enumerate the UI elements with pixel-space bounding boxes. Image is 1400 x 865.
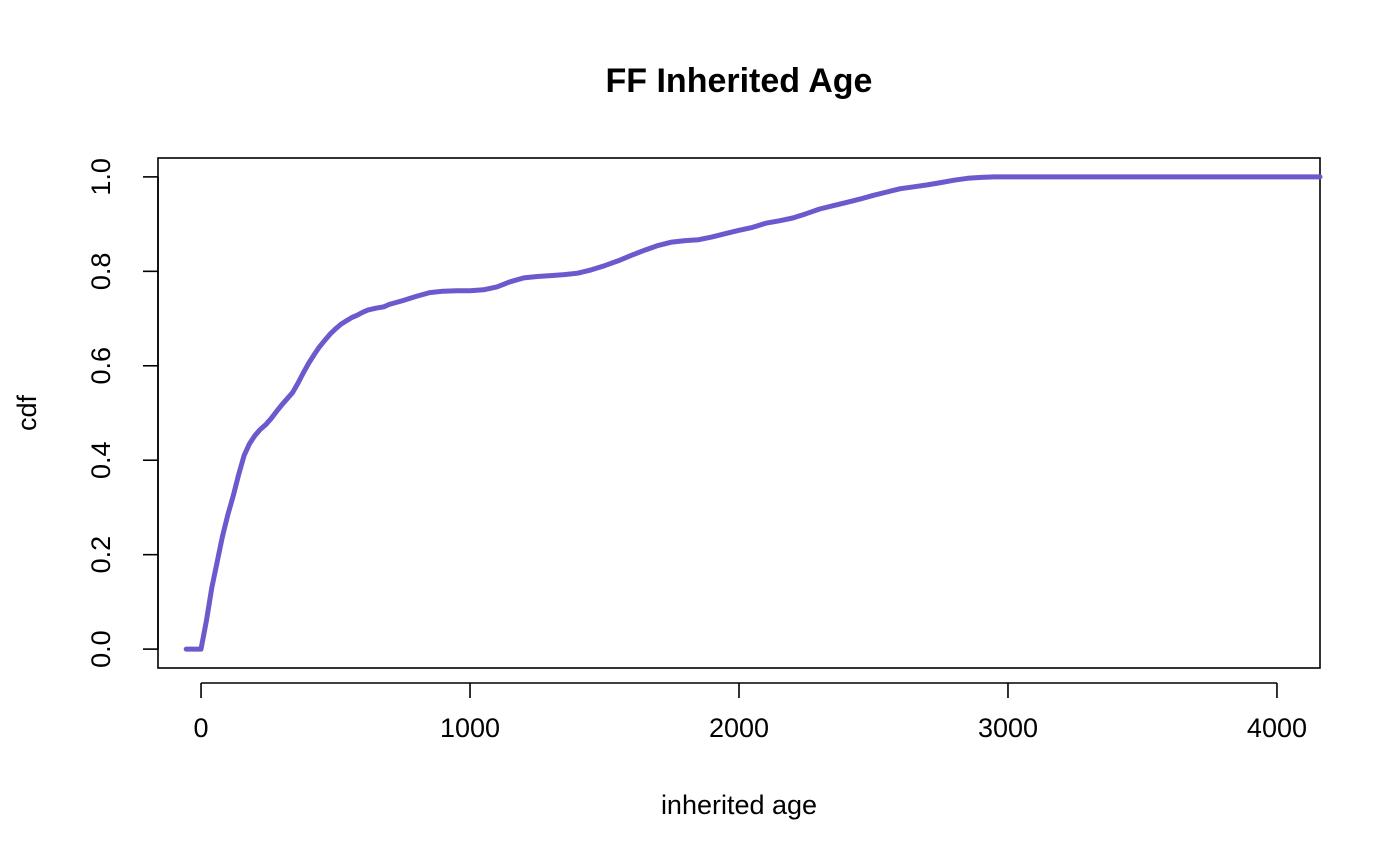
plot-frame bbox=[157, 157, 1321, 669]
y-axis-label: cdf bbox=[12, 394, 42, 431]
x-tick-label: 0 bbox=[194, 713, 209, 743]
x-tick-label: 3000 bbox=[978, 713, 1038, 743]
y-tick-label: 1.0 bbox=[86, 158, 116, 196]
x-axis: 0 1000 2000 3000 4000 bbox=[194, 682, 1307, 743]
y-tick-label: 0.6 bbox=[86, 347, 116, 385]
x-tick-label: 2000 bbox=[709, 713, 769, 743]
y-axis: 0.0 0.2 0.4 0.6 0.8 1.0 bbox=[86, 158, 159, 668]
cdf-series-line bbox=[183, 174, 1323, 652]
y-tick-label: 0.8 bbox=[86, 253, 116, 291]
y-tick-label: 0.4 bbox=[86, 441, 116, 479]
x-tick-label: 1000 bbox=[440, 713, 500, 743]
y-tick-label: 0.2 bbox=[86, 536, 116, 574]
x-axis-label: inherited age bbox=[661, 790, 817, 820]
y-tick-label: 0.0 bbox=[86, 630, 116, 668]
x-tick-label: 4000 bbox=[1247, 713, 1307, 743]
chart-title: FF Inherited Age bbox=[606, 62, 873, 100]
series-layer bbox=[183, 174, 1323, 652]
